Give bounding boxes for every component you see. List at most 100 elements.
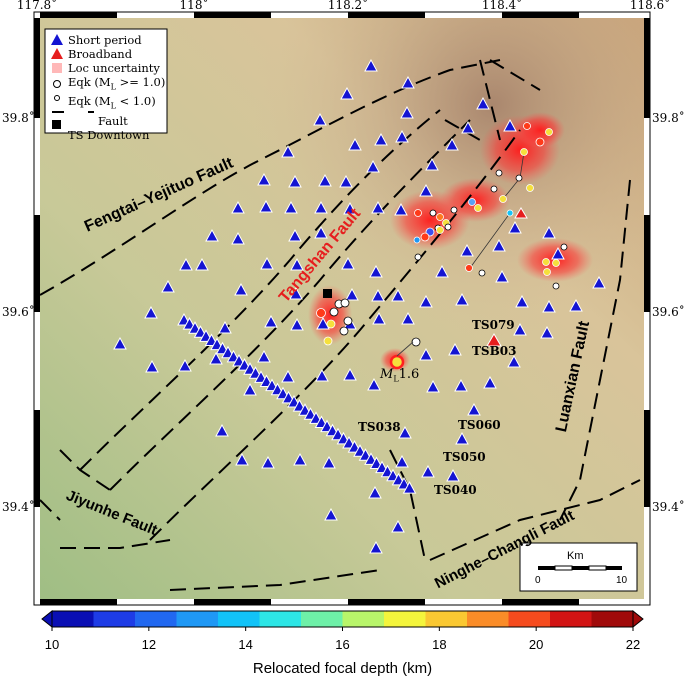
earthquake-marker — [526, 184, 534, 192]
colorbar-segment — [135, 611, 177, 627]
short-period-station — [454, 378, 468, 392]
short-period-station — [503, 118, 517, 132]
short-period-station — [540, 325, 554, 339]
short-period-station — [231, 231, 245, 245]
short-period-station — [348, 137, 362, 151]
colorbar-segment — [259, 611, 302, 627]
earthquake-marker — [506, 209, 514, 217]
short-period-station — [315, 368, 329, 382]
earthquake-marker — [523, 122, 531, 130]
short-period-station — [401, 311, 415, 325]
legend-eqk-big-icon — [53, 80, 61, 88]
legend-short-period-label: Short period — [68, 33, 142, 47]
short-period-station — [401, 75, 415, 89]
lat-tick-left-1: 39.6˚ — [2, 305, 35, 319]
legend-broadband-icon — [51, 48, 63, 59]
short-period-station — [364, 58, 378, 72]
lat-tick-right-2: 39.4˚ — [652, 500, 685, 514]
short-period-station — [391, 288, 405, 302]
short-period-station — [372, 311, 386, 325]
short-period-station — [425, 157, 439, 171]
short-period-station — [507, 354, 521, 368]
short-period-station — [284, 200, 298, 214]
legend-fault-label: Fault — [98, 113, 128, 128]
short-period-station — [435, 264, 449, 278]
short-period-station — [343, 367, 357, 381]
station-label-ts079: TS079 — [472, 318, 515, 332]
legend-downtown-icon — [52, 120, 61, 129]
earthquake-marker — [436, 226, 444, 234]
short-period-station — [243, 382, 257, 396]
broadband-station-2 — [514, 207, 528, 219]
earthquake-marker — [490, 185, 498, 193]
earthquake-marker — [542, 258, 550, 266]
short-period-station — [343, 201, 357, 215]
legend-box — [44, 28, 168, 134]
lon-tick-1: 118˚ — [179, 0, 209, 12]
short-period-station — [542, 225, 556, 239]
short-period-station — [445, 137, 459, 151]
short-period-station — [426, 379, 440, 393]
short-period-station — [569, 298, 583, 312]
short-period-station — [419, 294, 433, 308]
station-label-ts040: TS040 — [434, 483, 477, 497]
short-period-station — [366, 159, 380, 173]
broadband-station-tsb03 — [486, 333, 502, 347]
short-period-station — [367, 377, 381, 391]
scale-bar-title: Km — [567, 550, 584, 562]
lat-tick-right-1: 39.6˚ — [652, 305, 685, 319]
short-period-station — [495, 269, 509, 283]
short-period-station — [264, 314, 278, 328]
short-period-station — [592, 275, 606, 289]
colorbar-tick-label: 14 — [238, 637, 253, 652]
earthquake-marker — [474, 204, 482, 212]
short-period-station — [257, 172, 271, 186]
colorbar-segment — [93, 611, 136, 627]
scale-bar-max: 10 — [616, 575, 628, 586]
legend-eqk-big-label: Eqk (ML >= 1.0) — [68, 75, 166, 92]
lat-tick-right-0: 39.8˚ — [652, 111, 685, 125]
earthquake-marker — [413, 236, 421, 244]
colorbar-segment — [176, 611, 219, 627]
short-period-station — [257, 349, 271, 363]
colorbar-label: Relocated focal depth (km) — [252, 660, 433, 677]
short-period-station — [234, 282, 248, 296]
short-period-station — [398, 425, 412, 439]
short-period-station — [391, 519, 405, 533]
short-period-station — [324, 507, 338, 521]
short-period-station — [483, 375, 497, 389]
colorbar-segment — [550, 611, 592, 627]
earthquake-marker — [543, 268, 551, 276]
short-period-station — [513, 322, 527, 336]
short-period-station — [293, 452, 307, 466]
short-period-station — [345, 287, 359, 301]
colorbar-tick-label: 10 — [44, 637, 60, 652]
lon-tick-4: 118.6˚ — [629, 0, 671, 12]
short-period-station — [371, 288, 385, 302]
short-period-station — [218, 320, 232, 334]
short-period-station — [113, 336, 127, 350]
short-period-station — [195, 257, 209, 271]
colorbar-tick-label: 18 — [432, 637, 447, 652]
ml16-connector — [396, 341, 414, 357]
short-period-station — [209, 351, 223, 365]
earthquake-marker — [515, 174, 523, 182]
lon-tick-3: 118.4˚ — [481, 0, 523, 12]
earthquake-marker — [444, 223, 452, 231]
short-period-station — [369, 540, 383, 554]
short-period-station — [460, 243, 474, 257]
short-period-station — [290, 257, 304, 271]
legend-eqk-small-label: Eqk (ML < 1.0) — [68, 94, 156, 111]
short-period-station — [259, 199, 273, 213]
short-period-station — [145, 359, 159, 373]
short-period-station — [448, 342, 462, 356]
short-period-station — [205, 228, 219, 242]
colorbar-segment — [467, 611, 509, 627]
colorbar-tick-label: 16 — [335, 637, 350, 652]
short-period-station — [402, 481, 417, 494]
magnitude-label: ML1.6 — [380, 367, 420, 384]
short-period-station — [551, 246, 565, 260]
short-period-station — [313, 112, 327, 126]
earthquake-marker — [340, 298, 350, 308]
